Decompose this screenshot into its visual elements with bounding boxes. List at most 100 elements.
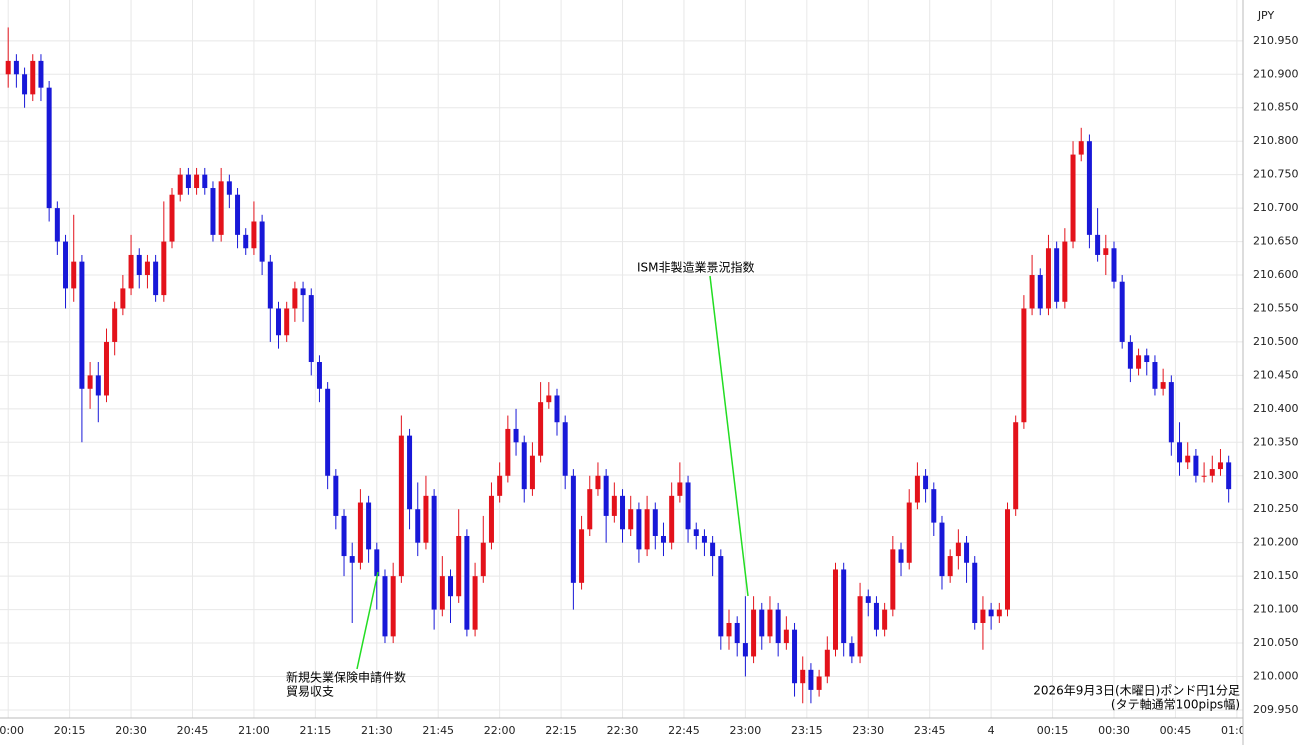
candle-body (841, 569, 847, 644)
candle-body (185, 174, 191, 189)
x-tick-label: 22:30 (607, 724, 639, 737)
candle-body (30, 60, 36, 95)
candle-body (161, 241, 167, 296)
x-tick-label: 22:15 (545, 724, 577, 737)
candle-body (341, 515, 347, 557)
candle-body (1078, 141, 1084, 155)
candle-body (1177, 442, 1183, 463)
candle-body (1054, 248, 1060, 302)
candle-body (226, 181, 232, 195)
candle-body (710, 542, 716, 557)
y-tick-label: 210.450 (1253, 368, 1299, 381)
candle-body (824, 649, 830, 677)
y-tick-label: 210.750 (1253, 168, 1299, 181)
y-tick-label: 210.250 (1253, 502, 1299, 515)
y-tick-label: 210.200 (1253, 536, 1299, 549)
candle-body (431, 495, 437, 610)
candle-body (357, 502, 363, 563)
x-tick-label: 00:15 (1037, 724, 1069, 737)
y-tick-label: 210.300 (1253, 469, 1299, 482)
candle-body (1021, 308, 1027, 423)
candle-body (325, 388, 331, 476)
candle-body (865, 596, 871, 603)
candle-body (1086, 141, 1092, 235)
x-tick-label: 23:15 (791, 724, 823, 737)
candle-body (513, 428, 519, 443)
y-tick-label: 210.650 (1253, 235, 1299, 248)
candle-body (177, 174, 183, 195)
candle-body (595, 475, 601, 490)
candle-body (808, 669, 814, 690)
y-tick-label: 210.100 (1253, 603, 1299, 616)
candle-body (579, 529, 585, 583)
candle-body (972, 562, 978, 623)
candle-body (1209, 469, 1215, 476)
x-tick-label: 20:15 (54, 724, 86, 737)
candle-body (202, 174, 208, 189)
candle-body (1144, 355, 1150, 363)
candle-body (849, 643, 855, 657)
candle-body (153, 261, 159, 296)
candles (5, 27, 1232, 704)
candle-body (718, 556, 724, 637)
candle-body (243, 234, 249, 249)
candle-body (1127, 341, 1133, 369)
x-tick-label: 21:45 (422, 724, 454, 737)
candle-body (734, 622, 740, 644)
candle-body (521, 442, 527, 490)
candle-body (1193, 455, 1199, 476)
y-tick-label: 210.600 (1253, 268, 1299, 281)
x-tick-label: 21:30 (361, 724, 393, 737)
candle-body (636, 509, 642, 550)
candle-body (587, 489, 593, 530)
x-tick-label: 4 (988, 724, 995, 737)
annotation-line (709, 275, 749, 597)
y-tick-label: 210.700 (1253, 201, 1299, 214)
candle-body (742, 643, 748, 657)
candle-body (38, 60, 44, 88)
x-tick-label: 20:30 (115, 724, 147, 737)
candle-body (448, 576, 454, 597)
candle-body (759, 609, 765, 637)
candle-body (1095, 234, 1101, 255)
candle-body (456, 535, 462, 597)
candle-body (529, 455, 535, 490)
candle-body (693, 529, 699, 536)
candle-body (464, 535, 470, 630)
candle-body (333, 475, 339, 516)
candle-body (800, 669, 806, 684)
candle-body (644, 509, 650, 550)
y-tick-label: 210.050 (1253, 636, 1299, 649)
candle-body (873, 602, 879, 630)
candle-body (669, 495, 675, 543)
candle-body (1160, 382, 1166, 389)
candle-body (120, 288, 126, 309)
candle-body (390, 576, 396, 637)
candle-body (1029, 275, 1035, 309)
candle-body (218, 181, 224, 235)
candle-body (46, 87, 52, 209)
candle-body (775, 609, 781, 644)
x-tick-label: 20:45 (177, 724, 209, 737)
candle-body (1070, 154, 1076, 242)
candle-body (423, 495, 429, 543)
candle-body (652, 509, 658, 536)
candle-body (63, 241, 69, 289)
candle-body (1152, 362, 1158, 389)
y-tick-label: 210.900 (1253, 67, 1299, 80)
candle-body (1201, 475, 1207, 477)
y-tick-label: 210.400 (1253, 402, 1299, 415)
candle-body (366, 502, 372, 550)
candle-body (964, 542, 970, 563)
candle-body (562, 422, 568, 476)
candle-body (767, 609, 773, 637)
candle-body (1168, 382, 1174, 443)
candle-body (259, 221, 265, 262)
candle-body (890, 549, 896, 610)
candle-body (1103, 248, 1109, 255)
annotation: 新規失業保険申請件数 (286, 670, 406, 685)
y-axis: 209.950 210.000 210.050 210.100 210.150 210.2… (1253, 34, 1299, 716)
x-tick-label: 21:15 (300, 724, 332, 737)
x-tick-label: 23:45 (914, 724, 946, 737)
